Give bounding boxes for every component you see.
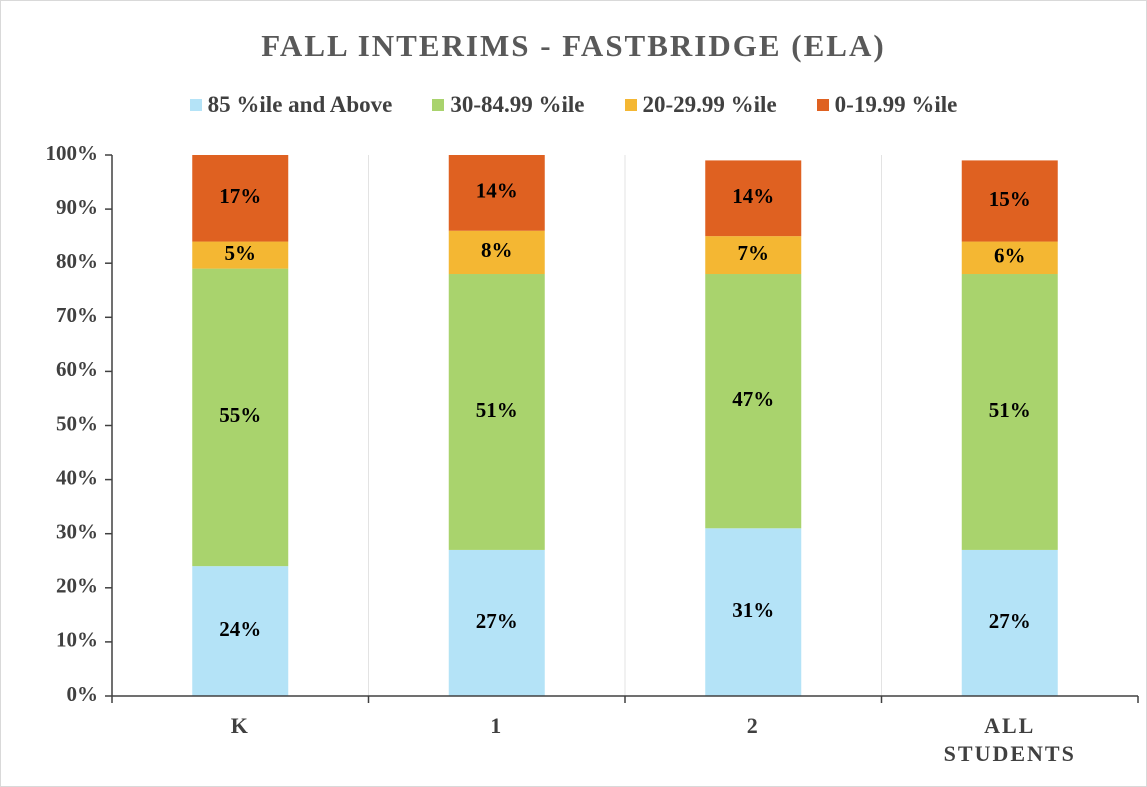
- bar-segment: [448, 549, 545, 696]
- data-label: 14%: [732, 184, 774, 208]
- bar-segment: [705, 160, 802, 237]
- y-tick-label: 0%: [67, 682, 99, 706]
- legend-item: 20-29.99 %ile: [624, 92, 777, 118]
- bar-segment: [192, 268, 289, 567]
- data-label: 31%: [732, 598, 774, 622]
- data-label: 8%: [481, 238, 513, 262]
- legend-item: 30-84.99 %ile: [432, 92, 585, 118]
- data-label: 51%: [989, 398, 1031, 422]
- bar-segment: [705, 528, 802, 696]
- data-label: 14%: [476, 179, 518, 203]
- y-tick-label: 40%: [56, 465, 98, 489]
- data-label: 5%: [225, 241, 257, 265]
- y-tick-label: 30%: [56, 520, 98, 544]
- bar-segment: [961, 241, 1058, 275]
- y-tick-label: 60%: [56, 357, 98, 381]
- y-tick-label: 80%: [56, 249, 98, 273]
- data-label: 6%: [994, 244, 1026, 268]
- data-label: 15%: [989, 187, 1031, 211]
- y-tick-label: 50%: [56, 411, 98, 435]
- legend-swatch: [432, 99, 445, 111]
- bar-segment: [705, 236, 802, 275]
- x-tick-label: K: [230, 713, 250, 738]
- legend-item: 85 %ile and Above: [189, 92, 393, 118]
- data-label: 47%: [732, 387, 774, 411]
- bar-segment: [961, 549, 1058, 696]
- y-tick-label: 90%: [56, 195, 98, 219]
- x-tick-label: 1: [490, 713, 504, 738]
- bars: [192, 155, 1058, 696]
- y-tick-label: 20%: [56, 574, 98, 598]
- x-tick-label: ALL STUDENTS: [943, 713, 1076, 766]
- legend-label: 20-29.99 %ile: [642, 92, 777, 117]
- data-label: 27%: [989, 609, 1031, 633]
- data-label: 24%: [219, 617, 261, 641]
- legend-label: 0-19.99 %ile: [834, 92, 958, 117]
- legend-item: 0-19.99 %ile: [816, 92, 958, 118]
- bar-segment: [448, 155, 545, 231]
- legend-label: 30-84.99 %ile: [450, 92, 585, 117]
- bar-segment: [192, 155, 289, 242]
- data-label: 17%: [219, 184, 261, 208]
- legend-swatch: [624, 99, 637, 111]
- bar-segment: [448, 274, 545, 550]
- data-label: 55%: [219, 403, 261, 427]
- data-label: 7%: [738, 241, 770, 265]
- legend-swatch: [816, 99, 829, 111]
- bar-segment: [448, 230, 545, 275]
- y-tick-label: 10%: [56, 628, 98, 652]
- bar-segment: [192, 241, 289, 269]
- bar-segment: [961, 160, 1058, 242]
- y-tick-label: 100%: [46, 141, 99, 165]
- bar-segment: [705, 274, 802, 529]
- legend-swatch: [189, 99, 202, 111]
- x-tick-label: 2: [746, 713, 760, 738]
- chart-title: FALL INTERIMS - FASTBRIDGE (ELA): [261, 28, 886, 63]
- bar-segment: [961, 274, 1058, 550]
- legend: 85 %ile and Above 30-84.99 %ile 20-29.99 %…: [0, 92, 1147, 118]
- data-label: 51%: [476, 398, 518, 422]
- bar-segment: [192, 566, 289, 696]
- legend-label: 85 %ile and Above: [207, 92, 393, 117]
- data-label: 27%: [476, 609, 518, 633]
- y-tick-label: 70%: [56, 303, 98, 327]
